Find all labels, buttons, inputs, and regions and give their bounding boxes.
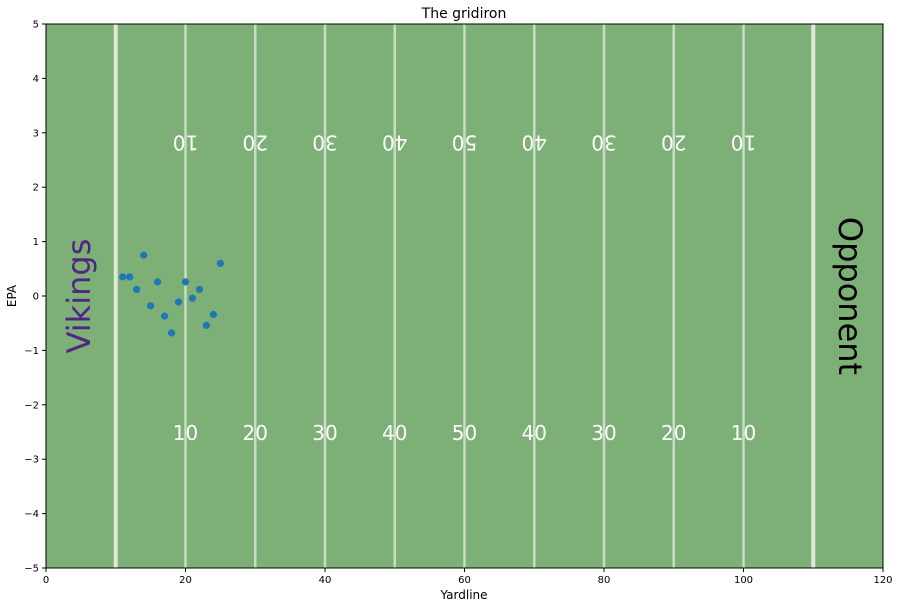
field-number-bottom: 50 <box>452 421 477 445</box>
x-tick-label: 80 <box>598 575 611 586</box>
field-number-top: 40 <box>382 130 407 154</box>
field-number-bottom: 10 <box>173 421 198 445</box>
x-tick-label: 20 <box>179 575 192 586</box>
field-number-top: 10 <box>173 130 198 154</box>
data-point <box>126 273 134 281</box>
data-point <box>195 285 204 294</box>
x-tick-label: 60 <box>458 575 471 586</box>
data-point <box>154 278 162 286</box>
data-point <box>174 298 183 306</box>
plot-area: 101020203030404050504040303020201010Viki… <box>24 20 892 587</box>
data-point <box>202 321 211 329</box>
field-number-bottom: 30 <box>591 421 616 445</box>
field-number-top: 20 <box>243 130 268 154</box>
y-tick-label: 0 <box>33 292 39 303</box>
field-number-bottom: 30 <box>312 421 337 445</box>
data-point <box>147 302 155 310</box>
x-tick-label: 120 <box>873 575 892 586</box>
y-tick-label: 3 <box>33 128 39 139</box>
y-tick-label: 5 <box>33 20 39 31</box>
data-point <box>216 259 224 267</box>
y-axis-label: EPA <box>5 284 19 307</box>
data-point <box>160 312 169 320</box>
x-tick-label: 100 <box>734 575 753 586</box>
y-tick-label: 2 <box>33 183 39 194</box>
field-number-top: 20 <box>661 130 686 154</box>
y-tick-label: −2 <box>24 400 39 411</box>
field-number-bottom: 20 <box>661 421 686 445</box>
data-point <box>140 251 148 259</box>
field-number-bottom: 40 <box>382 421 407 445</box>
x-tick-label: 40 <box>319 575 332 586</box>
data-point <box>209 310 217 319</box>
chart-title: The gridiron <box>421 6 507 22</box>
home-endzone-label: Vikings <box>60 239 98 354</box>
field-number-top: 40 <box>522 130 547 154</box>
x-tick-label: 0 <box>43 575 49 586</box>
data-point <box>133 285 141 294</box>
x-axis-label: Yardline <box>439 588 487 602</box>
field-number-bottom: 20 <box>243 421 268 445</box>
y-tick-label: −4 <box>24 509 39 520</box>
y-tick-label: 4 <box>33 74 39 85</box>
field-number-top: 30 <box>591 130 616 154</box>
data-point <box>167 329 176 337</box>
field-number-top: 10 <box>731 130 756 154</box>
field-number-top: 50 <box>452 130 477 154</box>
field-number-top: 30 <box>312 130 337 154</box>
field-number-bottom: 10 <box>731 421 756 445</box>
y-tick-label: −5 <box>24 564 39 575</box>
away-endzone-label: Opponent <box>831 217 869 375</box>
y-tick-label: −1 <box>24 346 39 357</box>
y-tick-label: 1 <box>33 237 39 248</box>
y-tick-label: −3 <box>24 455 39 466</box>
data-point <box>119 273 127 281</box>
data-point <box>188 294 197 302</box>
field-number-bottom: 40 <box>522 421 547 445</box>
data-point <box>181 278 190 286</box>
